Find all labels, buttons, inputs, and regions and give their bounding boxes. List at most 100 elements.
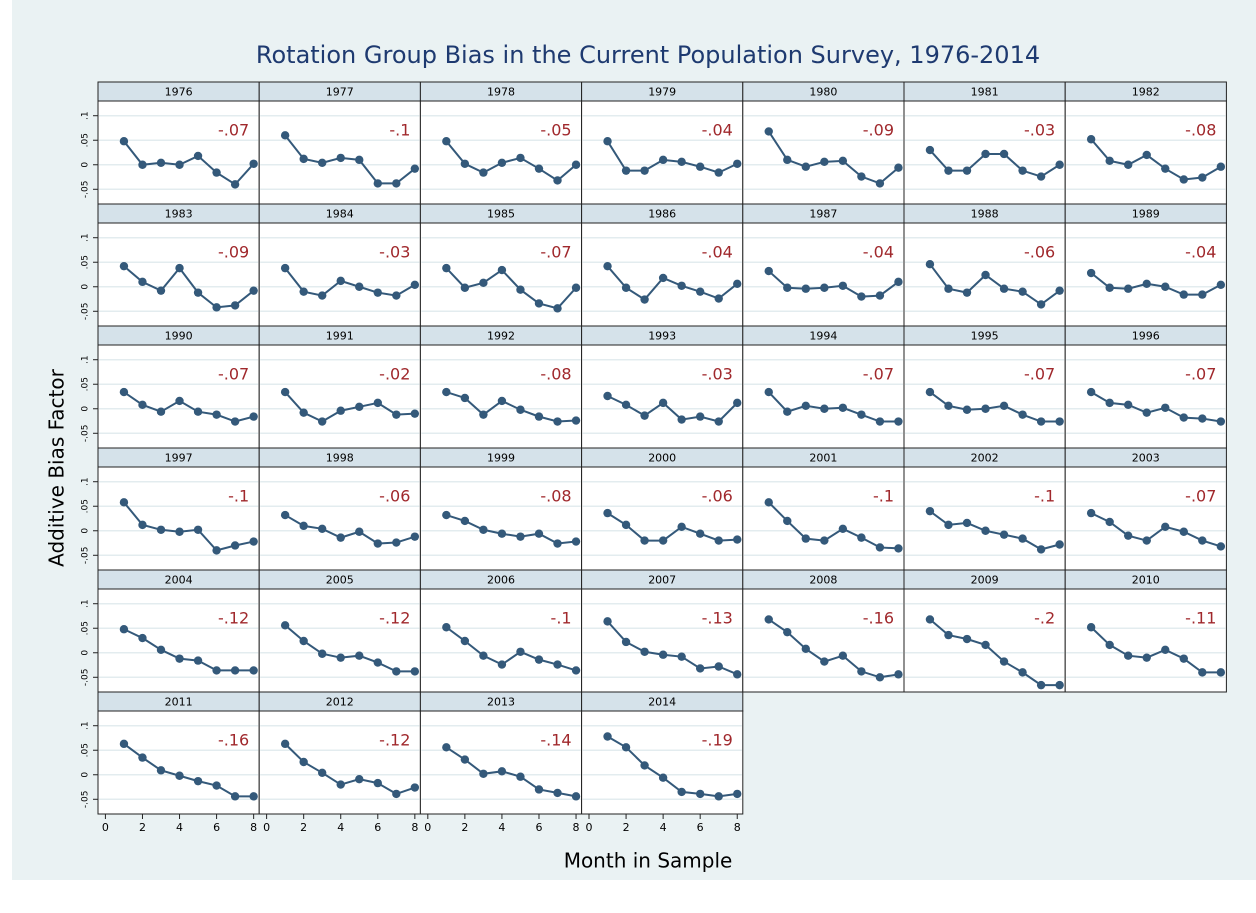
data-point <box>553 788 562 798</box>
data-point <box>119 387 129 397</box>
y-tick-label: .05 <box>81 133 91 147</box>
panel-title: 2004 <box>165 574 193 587</box>
data-point <box>1161 403 1170 412</box>
data-point <box>838 281 848 290</box>
data-point <box>695 529 705 538</box>
data-point <box>658 773 668 782</box>
y-tick-label: -.05 <box>81 181 91 199</box>
data-point <box>138 277 147 287</box>
data-point <box>820 157 829 167</box>
panel-annotation: -.02 <box>379 365 410 384</box>
data-point <box>355 155 364 165</box>
data-point <box>999 149 1009 159</box>
data-point <box>838 403 848 412</box>
data-point <box>156 525 166 534</box>
data-point <box>1055 417 1064 426</box>
x-tick-label: 6 <box>535 821 542 834</box>
data-point <box>640 761 649 770</box>
data-point <box>1018 668 1027 677</box>
data-point <box>677 415 686 424</box>
data-point <box>894 163 903 172</box>
data-point <box>175 654 184 663</box>
panel-annotation: -.07 <box>218 365 249 384</box>
data-point <box>355 527 364 536</box>
data-point <box>944 284 953 293</box>
data-point <box>193 151 203 161</box>
panel-annotation: -.14 <box>540 731 571 750</box>
x-tick-label: 8 <box>250 821 257 834</box>
panel-title: 1993 <box>648 330 676 343</box>
y-tick-label: .1 <box>81 233 91 242</box>
data-point <box>460 755 470 764</box>
panel-annotation: -.08 <box>540 365 571 384</box>
data-point <box>981 526 990 535</box>
data-point <box>479 525 488 534</box>
panel-title: 1997 <box>165 452 193 465</box>
data-point <box>925 387 935 397</box>
data-point <box>603 261 612 271</box>
data-point <box>1216 417 1226 426</box>
panel-title: 2003 <box>1132 452 1160 465</box>
data-point <box>479 278 488 288</box>
data-point <box>962 634 972 644</box>
data-point <box>534 785 544 794</box>
data-point <box>1105 156 1114 166</box>
panel-title: 1996 <box>1132 330 1160 343</box>
data-point <box>317 417 327 426</box>
data-point <box>317 649 327 658</box>
data-point <box>119 625 129 634</box>
data-point <box>621 520 631 530</box>
panel-title: 1983 <box>165 208 193 221</box>
panel-annotation: -.07 <box>863 365 894 384</box>
y-tick-label: .1 <box>81 477 91 486</box>
panel-title: 1994 <box>809 330 837 343</box>
data-point <box>138 753 147 762</box>
data-point <box>410 164 420 173</box>
chart-title: Rotation Group Bias in the Current Popul… <box>256 41 1040 69</box>
panel-plot <box>419 344 583 449</box>
data-point <box>280 263 290 273</box>
data-point <box>714 417 723 426</box>
data-point <box>212 546 221 555</box>
y-tick-label: 0 <box>81 406 91 412</box>
data-point <box>534 299 544 308</box>
panel-annotation: -.11 <box>1185 609 1216 628</box>
x-tick-label: 6 <box>213 821 220 834</box>
data-point <box>460 283 470 292</box>
data-point <box>603 137 612 146</box>
data-point <box>677 787 686 797</box>
data-point <box>410 783 420 792</box>
data-point <box>156 286 166 295</box>
data-point <box>944 166 953 175</box>
panel-annotation: -.03 <box>379 243 410 262</box>
data-point <box>497 158 507 167</box>
data-point <box>1036 300 1046 309</box>
data-point <box>175 160 184 169</box>
data-point <box>1216 162 1226 171</box>
data-point <box>497 767 507 776</box>
data-point <box>516 532 525 541</box>
panel-title: 2000 <box>648 452 676 465</box>
data-point <box>875 673 885 682</box>
data-point <box>925 615 935 624</box>
panel-title: 2010 <box>1132 574 1160 587</box>
data-point <box>212 781 221 790</box>
data-point <box>1216 668 1226 677</box>
data-point <box>820 657 829 666</box>
data-point <box>280 387 290 397</box>
panel-annotation: -.1 <box>389 121 410 140</box>
data-point <box>820 536 829 545</box>
data-point <box>783 407 792 416</box>
data-point <box>571 416 581 425</box>
panel-title: 1998 <box>326 452 354 465</box>
data-point <box>1018 287 1027 296</box>
data-point <box>714 792 723 801</box>
data-point <box>442 623 451 632</box>
data-point <box>1161 164 1170 173</box>
data-point <box>299 154 308 164</box>
x-tick-label: 4 <box>660 821 667 834</box>
data-point <box>1036 680 1046 690</box>
y-axis-label: Additive Bias Factor <box>45 368 69 566</box>
data-point <box>392 291 401 300</box>
y-tick-label: .05 <box>81 499 91 513</box>
